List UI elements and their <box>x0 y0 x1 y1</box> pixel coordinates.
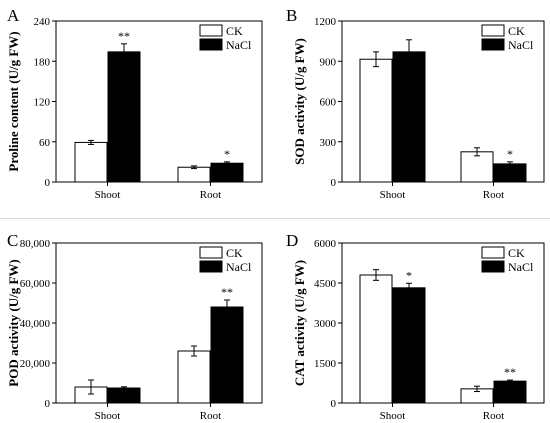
legend-swatch-nacl <box>199 38 223 51</box>
bar-nacl <box>392 51 426 183</box>
bar-ck <box>74 141 108 183</box>
y-tick-label: 1200 <box>314 16 337 28</box>
x-tick-label: Shoot <box>95 189 121 201</box>
x-tick-label: Root <box>483 189 504 201</box>
y-tick-label: 0 <box>331 177 337 189</box>
y-tick-label: 0 <box>331 398 337 410</box>
y-tick-label: 1500 <box>314 358 337 370</box>
y-axis-label: POD activity (U/g FW) <box>6 259 21 386</box>
bar-ck <box>177 350 211 404</box>
legend-label: NaCl <box>226 260 252 274</box>
legend-swatch-ck <box>481 24 505 37</box>
y-tick-label: 300 <box>320 137 337 149</box>
legend-swatch-nacl <box>199 260 223 273</box>
panel-divider <box>0 218 550 219</box>
bar-nacl <box>493 163 527 183</box>
legend-swatch-ck <box>481 246 505 259</box>
panel-letter: A <box>7 6 20 25</box>
y-axis-label: Proline content (U/g FW) <box>6 31 21 171</box>
y-axis-label: CAT activity (U/g FW) <box>292 260 307 386</box>
legend-swatch-ck <box>199 24 223 37</box>
y-tick-label: 4500 <box>314 278 337 290</box>
bar-ck <box>359 274 393 404</box>
legend-label: CK <box>226 24 243 38</box>
bar-nacl <box>210 162 244 183</box>
bar-nacl <box>493 380 527 404</box>
x-tick-label: Root <box>200 410 221 422</box>
y-tick-label: 900 <box>320 56 337 68</box>
panel-letter: D <box>286 231 298 250</box>
y-tick-label: 180 <box>34 56 51 68</box>
legend-label: CK <box>508 24 525 38</box>
x-tick-label: Root <box>200 189 221 201</box>
y-tick-label: 60,000 <box>20 278 51 290</box>
bar-nacl <box>392 287 426 404</box>
panel-letter: C <box>7 231 18 250</box>
panel-letter: B <box>286 6 297 25</box>
legend-label: CK <box>226 246 243 260</box>
y-tick-label: 240 <box>34 16 51 28</box>
bar-nacl <box>107 387 141 404</box>
y-tick-label: 120 <box>34 97 51 109</box>
legend-label: NaCl <box>508 38 534 52</box>
y-tick-label: 0 <box>45 398 51 410</box>
y-tick-label: 3000 <box>314 318 337 330</box>
y-tick-label: 40,000 <box>20 318 51 330</box>
significance-marker: * <box>406 268 412 282</box>
significance-marker: ** <box>118 29 130 43</box>
legend-swatch-nacl <box>481 38 505 51</box>
bar-ck <box>177 166 211 183</box>
y-tick-label: 6000 <box>314 238 337 250</box>
significance-marker: * <box>507 147 513 161</box>
legend-swatch-nacl <box>481 260 505 273</box>
x-tick-label: Root <box>483 410 504 422</box>
legend-label: NaCl <box>508 260 534 274</box>
y-tick-label: 60 <box>39 137 51 149</box>
y-tick-label: 0 <box>45 177 51 189</box>
significance-marker: * <box>224 147 230 161</box>
y-tick-label: 600 <box>320 97 337 109</box>
x-tick-label: Shoot <box>95 410 121 422</box>
bar-ck <box>359 58 393 183</box>
bar-nacl <box>210 306 244 404</box>
y-tick-label: 20,000 <box>20 358 51 370</box>
x-tick-label: Shoot <box>380 410 406 422</box>
significance-marker: ** <box>504 365 516 379</box>
legend-label: CK <box>508 246 525 260</box>
legend-label: NaCl <box>226 38 252 52</box>
significance-marker: ** <box>221 285 233 299</box>
bar-nacl <box>107 51 141 183</box>
legend-swatch-ck <box>199 246 223 259</box>
x-tick-label: Shoot <box>380 189 406 201</box>
y-tick-label: 80,000 <box>20 238 51 250</box>
y-axis-label: SOD activity (U/g FW) <box>292 38 307 165</box>
bar-ck <box>460 151 494 183</box>
